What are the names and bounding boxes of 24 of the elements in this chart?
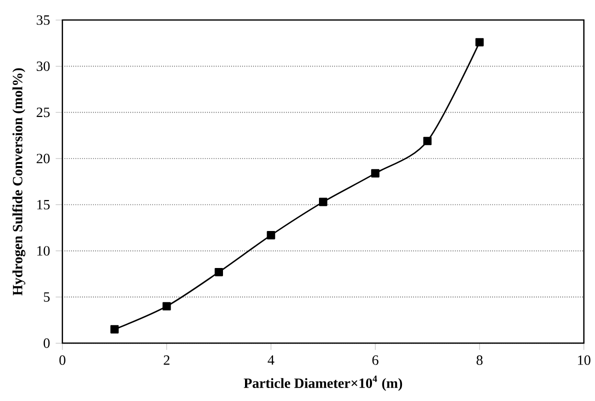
y-tick-label: 5 [44, 292, 50, 302]
x-tick-label: 10 [578, 355, 590, 365]
point [110, 325, 119, 334]
point [214, 268, 223, 276]
point [318, 198, 328, 206]
x-axis-title: Particle Diameter×10$^{4}$ (m) [244, 376, 402, 391]
x-tick-label: 0 [59, 355, 66, 365]
y-tick-label: 30 [36, 61, 50, 71]
y-tick-label: 10 [37, 246, 50, 256]
y-axis-title: Hydrogen Sulfide Conversion (mol%) [12, 68, 26, 296]
x-tick-label: 6 [372, 355, 378, 365]
y-tick-label: 35 [36, 15, 50, 25]
point [371, 169, 380, 178]
point [162, 302, 171, 310]
y-tick-label: 20 [36, 154, 50, 164]
point [266, 230, 276, 240]
point [423, 136, 432, 146]
y-tick-label: 15 [37, 200, 50, 210]
x-tick-label: 2 [164, 355, 170, 365]
x-tick-label: 8 [476, 355, 483, 365]
point [475, 38, 484, 46]
y-tick-label: 25 [36, 108, 50, 118]
x-tick-label: 4 [268, 355, 274, 365]
y-tick-label: 0 [44, 338, 50, 348]
